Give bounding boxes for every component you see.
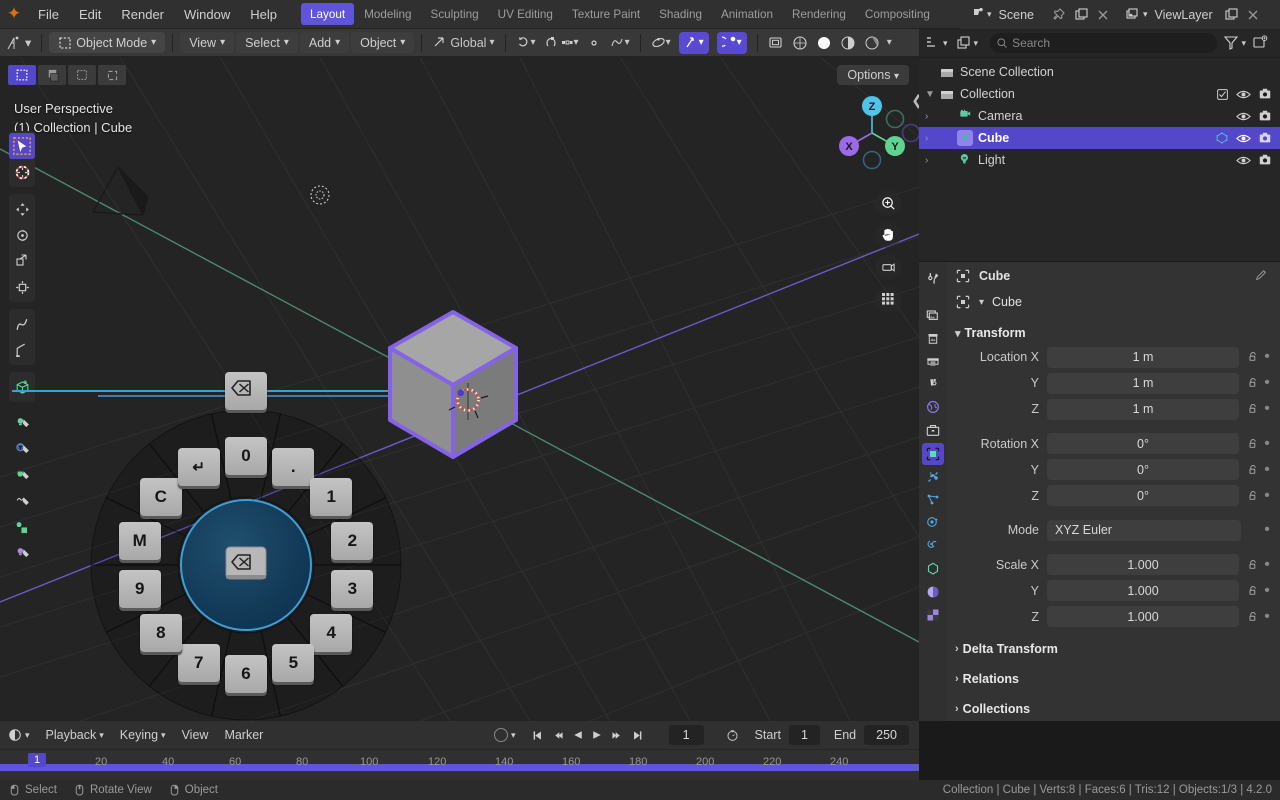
svg-text:X: X (845, 141, 853, 153)
svg-text:Y: Y (891, 141, 899, 153)
svg-text:Z: Z (869, 101, 876, 113)
